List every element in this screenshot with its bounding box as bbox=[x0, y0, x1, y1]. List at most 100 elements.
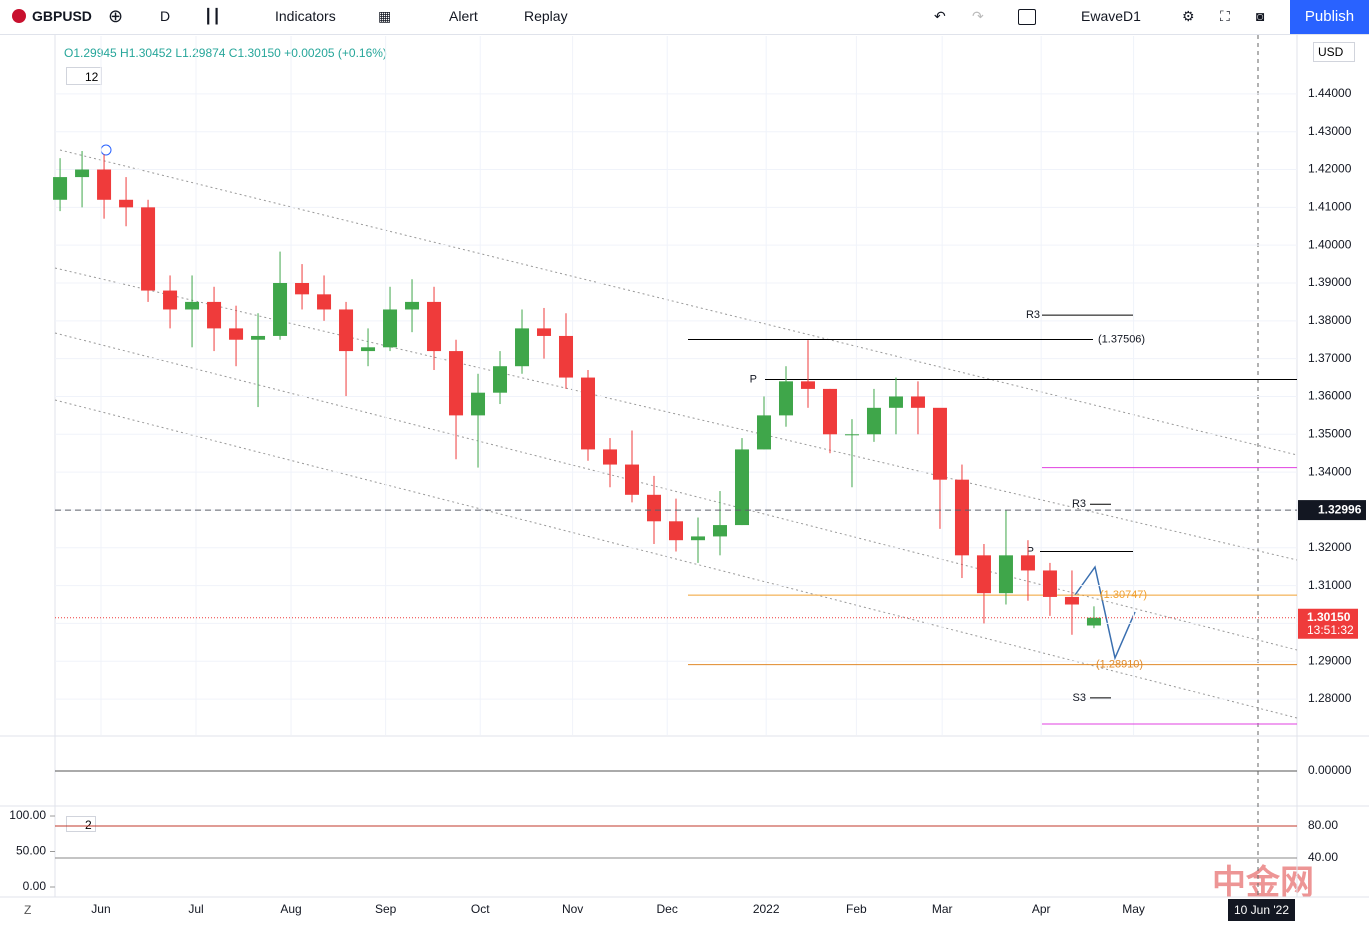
redo[interactable]: ↷ bbox=[972, 8, 984, 24]
y-tick-label: 1.34000 bbox=[1308, 464, 1352, 478]
level-label: (1.30747) bbox=[1100, 589, 1147, 601]
level-label: R3 bbox=[1026, 309, 1040, 321]
snapshot[interactable]: ◙ bbox=[1256, 8, 1265, 24]
candle-body bbox=[207, 301, 222, 329]
candle-body bbox=[361, 347, 376, 352]
level-label: P bbox=[1027, 545, 1034, 557]
candle-body bbox=[800, 381, 815, 389]
candle-body bbox=[185, 301, 200, 310]
y-tick-label: 1.32000 bbox=[1308, 540, 1352, 554]
candle-body bbox=[690, 536, 705, 541]
candle-body bbox=[251, 335, 266, 340]
candle-body bbox=[97, 169, 112, 200]
candle-body bbox=[866, 407, 881, 435]
ohlc-legend: O1.29945 H1.30452 L1.29874 C1.30150 +0.0… bbox=[64, 46, 387, 60]
candle-body bbox=[734, 449, 749, 526]
study-count[interactable]: 12 bbox=[66, 67, 102, 85]
candle-body bbox=[295, 282, 310, 295]
candle-body bbox=[317, 294, 332, 310]
y-tick-label: 1.41000 bbox=[1308, 200, 1352, 214]
y-tick-label: 1.43000 bbox=[1308, 124, 1352, 138]
chart-style[interactable]: ┃┃ bbox=[204, 8, 221, 24]
candle-body bbox=[822, 388, 837, 435]
x-tick-label: Sep bbox=[375, 902, 397, 916]
y-tick-label: 1.42000 bbox=[1308, 162, 1352, 176]
candle-body bbox=[647, 494, 662, 522]
level-label: R3 bbox=[1072, 498, 1086, 510]
candle-body bbox=[1020, 555, 1035, 571]
pane-count[interactable]: 2 bbox=[66, 816, 96, 832]
x-tick-label: Jun bbox=[91, 902, 110, 916]
y-tick-label: 1.36000 bbox=[1308, 389, 1352, 403]
x-tick-label: May bbox=[1122, 902, 1145, 916]
candle-body bbox=[449, 351, 464, 416]
stoch-tick-label: 50.00 bbox=[16, 844, 46, 858]
currency[interactable]: USD bbox=[1313, 42, 1355, 62]
candle-body bbox=[471, 392, 486, 416]
x-tick-label: Aug bbox=[280, 902, 301, 916]
candle-body bbox=[537, 328, 552, 336]
stoch-tick-label: 80.00 bbox=[1308, 818, 1338, 832]
layout-icon[interactable] bbox=[1018, 9, 1036, 25]
countdown: 13:51:32 bbox=[1307, 623, 1354, 637]
candle-body bbox=[976, 555, 991, 594]
settings[interactable]: ⚙ bbox=[1182, 8, 1195, 24]
x-tick-label: Nov bbox=[562, 902, 583, 916]
candle-body bbox=[932, 407, 947, 480]
candle-body bbox=[581, 377, 596, 450]
templates[interactable]: ▦ bbox=[378, 8, 392, 24]
candle-body bbox=[427, 301, 442, 352]
y-tick-label: 1.39000 bbox=[1308, 275, 1352, 289]
layout-name[interactable]: EwaveD1 bbox=[1081, 8, 1141, 24]
alert[interactable]: Alert bbox=[449, 8, 478, 24]
candle-body bbox=[1086, 617, 1101, 626]
candle-body bbox=[603, 449, 618, 465]
candle-body bbox=[844, 434, 859, 436]
projection bbox=[1074, 565, 1136, 661]
publish-button[interactable]: Publish bbox=[1290, 0, 1369, 34]
candle-body bbox=[405, 301, 420, 310]
candle-body bbox=[141, 207, 156, 291]
y-tick-label: 1.40000 bbox=[1308, 237, 1352, 251]
replay[interactable]: Replay bbox=[524, 8, 568, 24]
candle-body bbox=[273, 282, 288, 336]
candle-body bbox=[163, 290, 178, 310]
candle-body bbox=[119, 199, 134, 208]
x-tick-label: Feb bbox=[846, 902, 867, 916]
zoom[interactable]: Z bbox=[24, 903, 32, 917]
level-label: P bbox=[750, 373, 757, 385]
crosshair-label: 1.32996 bbox=[1318, 502, 1362, 516]
level-label: (1.37506) bbox=[1098, 333, 1145, 345]
y-tick-label: 1.38000 bbox=[1308, 313, 1352, 327]
toolbar: GBPUSD ⊕ D ┃┃ Indicators ▦ Alert Replay … bbox=[0, 0, 1369, 35]
fullscreen[interactable]: ⛶ bbox=[1220, 8, 1230, 24]
candle-body bbox=[383, 309, 398, 348]
y-tick-label: 1.35000 bbox=[1308, 426, 1352, 440]
candle-body bbox=[229, 328, 244, 340]
stoch-tick-label: 40.00 bbox=[1308, 850, 1338, 864]
interval[interactable]: D bbox=[160, 8, 171, 24]
cursor-date: 10 Jun '22 bbox=[1228, 899, 1296, 921]
last-price-label: 1.30150 bbox=[1307, 610, 1351, 624]
y-tick-label: 1.37000 bbox=[1308, 351, 1352, 365]
candle-body bbox=[75, 169, 90, 178]
level-label: (1.28910) bbox=[1096, 659, 1143, 671]
candle-body bbox=[954, 479, 969, 556]
level-label: S3 bbox=[1073, 692, 1086, 704]
candle-body bbox=[888, 396, 903, 408]
symbol[interactable]: GBPUSD bbox=[32, 8, 92, 24]
stoch-tick-label: 0.00 bbox=[23, 879, 47, 893]
channel bbox=[54, 149, 1298, 719]
undo[interactable]: ↶ bbox=[934, 8, 946, 24]
candle-body bbox=[712, 525, 727, 537]
candle-body bbox=[910, 396, 925, 408]
candle-body bbox=[493, 366, 508, 393]
candle-body bbox=[1064, 596, 1079, 605]
flag-icon bbox=[12, 9, 26, 23]
candle-body bbox=[53, 177, 68, 200]
marker bbox=[100, 144, 112, 156]
x-tick-label: Oct bbox=[471, 902, 490, 916]
candle-body bbox=[1042, 570, 1057, 597]
add-symbol[interactable]: ⊕ bbox=[108, 6, 124, 26]
indicators[interactable]: Indicators bbox=[275, 8, 336, 24]
